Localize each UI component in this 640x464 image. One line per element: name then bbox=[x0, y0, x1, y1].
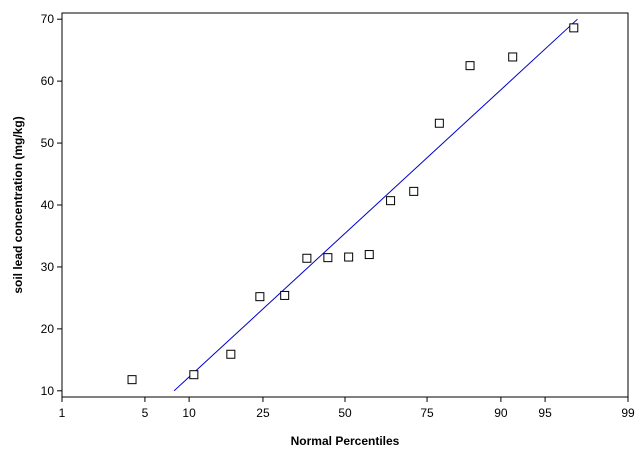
data-point bbox=[280, 290, 290, 300]
fit-line bbox=[173, 18, 578, 392]
data-point bbox=[323, 253, 333, 263]
y-tick-label: 70 bbox=[41, 12, 55, 26]
data-point bbox=[508, 52, 518, 62]
x-tick-label: 50 bbox=[338, 406, 352, 420]
data-point bbox=[409, 186, 419, 196]
x-tick-label: 95 bbox=[538, 406, 552, 420]
data-point bbox=[569, 23, 579, 33]
x-axis: 1 5 10 25 50 75 90 95 99 bbox=[59, 397, 635, 420]
y-axis-title: soil lead concentration (mg/kg) bbox=[11, 116, 25, 293]
x-tick-label: 75 bbox=[420, 406, 434, 420]
y-axis: 10 20 30 40 50 60 70 bbox=[41, 12, 62, 398]
x-tick-label: 90 bbox=[494, 406, 508, 420]
x-tick-label: 5 bbox=[142, 406, 149, 420]
data-point bbox=[255, 292, 265, 302]
data-point bbox=[386, 196, 396, 206]
data-point bbox=[344, 252, 354, 262]
fit-line-group bbox=[173, 18, 578, 392]
y-tick-label: 30 bbox=[41, 260, 55, 274]
y-tick-label: 60 bbox=[41, 74, 55, 88]
data-point bbox=[364, 250, 374, 260]
y-tick-label: 20 bbox=[41, 322, 55, 336]
data-point bbox=[434, 118, 444, 128]
x-tick-label: 25 bbox=[256, 406, 270, 420]
x-axis-title: Normal Percentiles bbox=[291, 434, 400, 448]
x-tick-label: 1 bbox=[59, 406, 66, 420]
data-points bbox=[127, 23, 579, 385]
y-tick-label: 40 bbox=[41, 198, 55, 212]
x-tick-label: 10 bbox=[182, 406, 196, 420]
data-point bbox=[465, 61, 475, 71]
plot-frame bbox=[61, 12, 629, 398]
y-tick-label: 50 bbox=[41, 136, 55, 150]
y-tick-label: 10 bbox=[41, 384, 55, 398]
data-point bbox=[302, 253, 312, 263]
data-point bbox=[226, 349, 236, 359]
data-point bbox=[127, 375, 137, 385]
x-tick-label: 99 bbox=[621, 406, 635, 420]
data-point bbox=[189, 370, 199, 380]
